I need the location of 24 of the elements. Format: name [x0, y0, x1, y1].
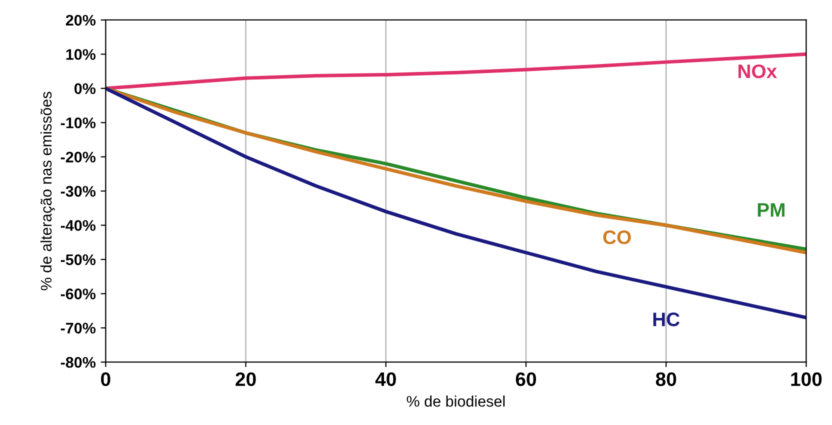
- x-tick-label: 20: [236, 372, 256, 386]
- y-tick-label: -80%: [60, 356, 96, 368]
- series-label: CO: [603, 230, 631, 244]
- x-tick-label: 40: [375, 372, 396, 386]
- y-tick-label: -70%: [60, 322, 96, 334]
- x-tick-label: 80: [656, 372, 676, 386]
- series-label: HC: [653, 312, 680, 326]
- y-tick-label: -20%: [60, 152, 96, 163]
- x-tick-label: 60: [516, 372, 536, 386]
- y-tick-label: -10%: [60, 117, 96, 128]
- line-series: [106, 52, 806, 90]
- y-tick-label: 10%: [66, 49, 96, 60]
- y-tick-label: -60%: [60, 288, 96, 300]
- y-tick-label: -30%: [60, 186, 96, 197]
- series-label: PM: [758, 203, 784, 217]
- x-axis-title: % de biodiesel: [406, 396, 505, 407]
- y-tick-label: -50%: [60, 254, 96, 266]
- y-tick-label: 20%: [66, 14, 96, 26]
- y-tick-label: 0%: [74, 83, 96, 94]
- y-tick-label: -40%: [60, 220, 96, 231]
- series-label: NOx: [738, 64, 778, 78]
- x-tick-label: 100: [791, 372, 822, 386]
- y-axis-title: % de alteração nas emissões: [40, 92, 55, 290]
- x-tick-label: 0: [101, 372, 110, 386]
